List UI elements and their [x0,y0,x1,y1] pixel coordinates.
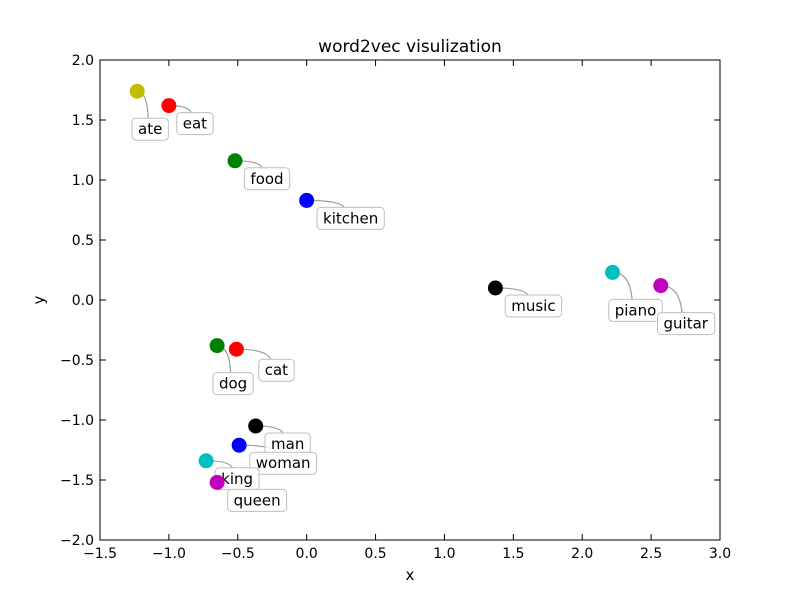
point-label-box [227,488,288,512]
point-piano [605,264,621,280]
x-tick-label: 1.5 [502,546,524,562]
point-label-guitar: guitar [664,315,709,333]
x-tick-label: 3.0 [709,546,731,562]
point-eat [161,98,177,114]
y-tick-label: 2.0 [72,53,94,69]
point-label-box [176,112,214,136]
point-label-eat: eat [183,115,207,133]
point-guitar [653,278,669,294]
point-label-food: food [250,170,283,188]
point-label-man: man [271,435,304,453]
point-label-dog: dog [219,375,247,393]
point-label-box [243,167,291,191]
point-label-box [249,451,318,475]
point-label-box [258,358,295,382]
point-label-music: music [511,297,555,315]
x-tick-label: 0.5 [364,546,386,562]
point-ate [129,83,145,99]
point-label-ate: ate [138,120,162,138]
data-points [129,83,669,490]
point-label-box [608,298,663,322]
point-music [487,280,503,296]
x-tick-label: 0.0 [296,546,318,562]
y-tick-label: 0.5 [72,233,94,249]
chart-title: word2vec visulization [318,37,502,57]
y-tick-label: −0.5 [60,353,94,369]
point-label-kitchen: kitchen [323,209,378,227]
point-label-box [131,117,169,141]
point-woman [231,437,247,453]
point-king [198,453,214,469]
y-tick-label: 1.0 [72,173,94,189]
x-axis-label: x [406,566,415,584]
y-axis-label: y [30,295,48,304]
point-label-box [212,372,254,396]
y-tick-label: −2.0 [60,533,94,549]
point-cat [228,341,244,357]
point-queen [209,474,225,490]
x-tick-label: 2.0 [571,546,593,562]
x-tick-label: −0.5 [221,546,255,562]
point-label-cat: cat [265,361,288,379]
x-tick-label: −1.5 [83,546,117,562]
x-tick-label: 1.0 [433,546,455,562]
point-dog [209,338,225,354]
point-label-king: king [221,470,253,488]
y-tick-label: −1.5 [60,473,94,489]
point-food [227,153,243,169]
x-tick-label: 2.5 [640,546,662,562]
point-kitchen [299,192,315,208]
point-label-box [316,206,385,230]
point-label-box [504,294,563,318]
point-man [248,418,264,434]
y-tick-label: 0.0 [72,293,94,309]
axis-ticks: −1.5 −1.0 −0.5 0.0 0.5 1.0 1.5 2.0 2.5 3.0−2.0−1.… [60,53,731,562]
point-label-box [657,312,716,336]
point-label-piano: piano [615,301,657,319]
y-tick-label: 1.5 [72,113,94,129]
point-label-queen: queen [234,491,281,509]
x-tick-label: −1.0 [152,546,186,562]
point-label-woman: woman [256,454,311,472]
y-tick-label: −1.0 [60,413,94,429]
